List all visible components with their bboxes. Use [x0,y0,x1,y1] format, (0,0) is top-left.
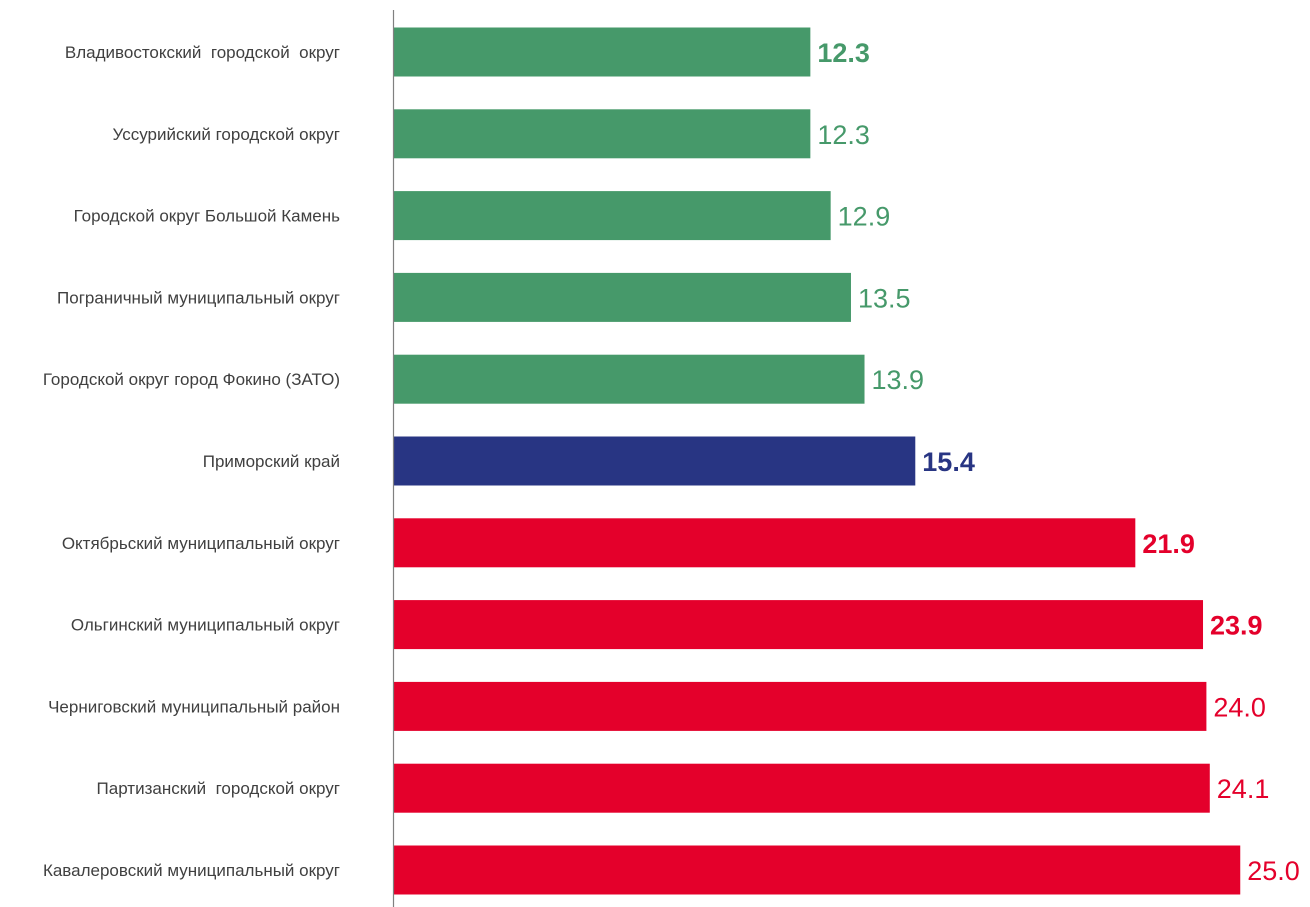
bar [394,436,916,486]
category-label: Ольгинский муниципальный округ [71,616,340,635]
value-label: 24.1 [1217,774,1270,804]
category-label: Партизанский городской округ [97,779,340,798]
bar [394,191,831,241]
value-label: 13.9 [872,365,925,395]
value-label: 25.0 [1247,856,1300,886]
value-label: 12.9 [838,202,891,232]
value-label: 12.3 [817,38,870,68]
value-label: 13.5 [858,283,911,313]
category-label: Пограничный муниципальный округ [57,288,340,307]
value-label: 24.0 [1213,692,1266,722]
category-label: Приморский край [203,452,340,471]
category-label: Городской округ Большой Камень [74,207,341,226]
bar [394,109,811,159]
bar [394,27,811,77]
value-labels-group: 12.3 12.3 12.9 13.5 13.9 15.4 21.9 23.9 24.0 24.1… [817,38,1299,886]
bar [394,763,1210,813]
category-label: Октябрьский муниципальный округ [62,534,340,553]
bar [394,354,865,404]
value-label: 15.4 [922,447,975,477]
bar [394,518,1136,568]
category-labels-group: Владивостокский городской округ Уссурийск… [43,43,340,880]
category-label: Городской округ город Фокино (ЗАТО) [43,370,340,389]
bar [394,845,1241,895]
category-label: Владивостокский городской округ [65,43,340,62]
category-label: Уссурийский городской округ [113,125,340,144]
bar [394,272,851,322]
value-label: 21.9 [1142,529,1195,559]
bar [394,681,1207,731]
bar [394,600,1204,650]
category-label: Кавалеровский муниципальный округ [43,861,340,880]
bars-group [394,27,1241,895]
value-label: 23.9 [1210,611,1263,641]
category-label: Черниговский муниципальный район [48,697,340,716]
value-label: 12.3 [817,120,870,150]
